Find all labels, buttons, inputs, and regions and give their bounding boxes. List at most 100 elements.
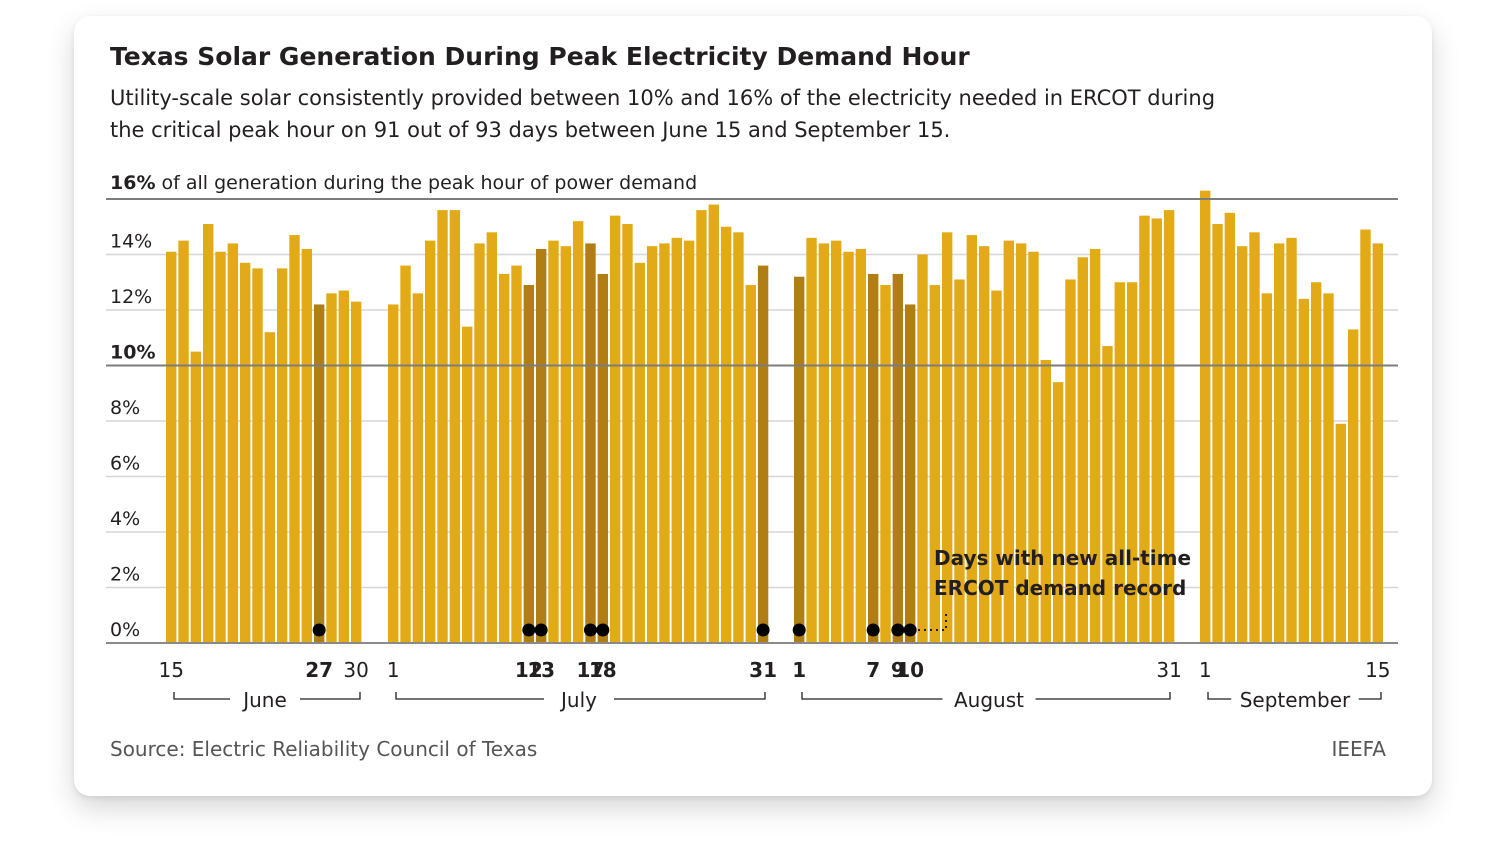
month-bracket	[801, 692, 943, 700]
bar	[1052, 382, 1064, 643]
bar	[252, 268, 263, 643]
record-dot	[866, 623, 880, 637]
record-bar	[523, 285, 535, 643]
y-tick-label: 2%	[110, 564, 140, 586]
bar	[1298, 298, 1310, 643]
month-bracket	[300, 692, 361, 700]
bars-layer	[166, 190, 1384, 644]
bar	[289, 235, 300, 643]
y-tick-label: 4%	[110, 508, 140, 530]
month-bracket	[1207, 692, 1232, 700]
chart-subtitle-line-1: Utility-scale solar consistently provide…	[110, 86, 1215, 110]
bar	[178, 240, 189, 643]
y-tick-label: 8%	[110, 397, 140, 419]
bar	[215, 251, 226, 643]
record-dot	[522, 623, 536, 637]
bar	[190, 351, 202, 643]
y-tick-label: 0%	[110, 619, 140, 641]
month-bracket	[1035, 692, 1171, 700]
x-tick-label: 15	[158, 658, 183, 682]
record-bar	[585, 243, 596, 643]
bar	[1249, 232, 1260, 644]
x-tick-label: 1	[792, 658, 806, 682]
bar	[708, 204, 719, 644]
bar	[941, 232, 953, 644]
bar	[1015, 243, 1027, 643]
bar	[954, 279, 965, 643]
bar	[1089, 248, 1101, 643]
bar	[1126, 282, 1138, 643]
record-dot	[312, 623, 326, 637]
bar	[572, 221, 584, 643]
bar	[978, 246, 990, 644]
bar	[227, 243, 239, 643]
bar	[264, 332, 276, 643]
x-tick-label: 27	[305, 658, 333, 682]
x-tick-label: 30	[343, 658, 368, 682]
x-tick-label: 1	[1199, 658, 1212, 682]
annotation-layer: Days with new all-time ERCOT demand reco…	[918, 546, 1191, 631]
bar	[634, 262, 645, 643]
record-bar	[904, 304, 916, 643]
record-bar	[794, 276, 805, 643]
record-bar	[892, 273, 904, 643]
bar	[1065, 279, 1076, 643]
bar	[388, 304, 399, 643]
bar	[1102, 346, 1113, 643]
record-dot	[583, 623, 597, 637]
bar	[830, 240, 842, 643]
bar	[412, 293, 424, 643]
bar	[301, 248, 313, 643]
bar	[1224, 212, 1236, 643]
y-tick-label: 6%	[110, 453, 140, 475]
chart-subtitle-line-2: the critical peak hour on 91 out of 93 d…	[110, 118, 950, 142]
month-bracket	[395, 692, 544, 700]
bar	[622, 223, 633, 643]
month-label: September	[1240, 688, 1351, 712]
x-tick-label: 17	[577, 658, 605, 682]
x-tick-label: 15	[1365, 658, 1390, 682]
bar	[733, 232, 744, 644]
record-dots-layer	[312, 623, 917, 637]
y-tick-label: 12%	[110, 286, 152, 308]
bar	[991, 290, 1002, 643]
x-tick-label: 7	[866, 658, 880, 682]
record-dot	[891, 623, 905, 637]
bar	[437, 210, 448, 643]
x-tick-label: 12	[515, 658, 543, 682]
bar	[1139, 215, 1150, 643]
month-bracket	[614, 692, 766, 700]
record-dot	[534, 623, 548, 637]
record-bar	[535, 248, 547, 643]
bar	[474, 243, 485, 643]
record-bar	[867, 273, 879, 643]
bar	[1028, 251, 1039, 643]
x-tick-label: 31	[1156, 658, 1181, 682]
chart-card: Texas Solar Generation During Peak Elect…	[74, 16, 1432, 796]
bar	[745, 285, 756, 643]
bar	[461, 326, 473, 643]
bar	[276, 268, 288, 643]
bar	[966, 235, 978, 643]
bar	[1003, 240, 1015, 643]
record-dot	[903, 623, 917, 637]
month-labels: June July August September	[173, 688, 1382, 712]
bar	[326, 293, 337, 643]
x-tick-label: 31	[749, 658, 777, 682]
brand-label: IEEFA	[1331, 737, 1386, 761]
bar	[1236, 246, 1248, 644]
month-label: June	[241, 688, 287, 712]
chart-title: Texas Solar Generation During Peak Elect…	[110, 42, 970, 71]
bar	[929, 285, 941, 643]
bar	[1323, 293, 1334, 643]
bar	[338, 290, 350, 643]
bar	[1372, 243, 1384, 643]
bar	[1114, 282, 1125, 643]
bar	[1310, 282, 1322, 643]
bar	[1163, 210, 1175, 643]
month-label: July	[559, 688, 597, 712]
bar	[511, 265, 522, 643]
bar	[560, 246, 572, 644]
bar	[659, 243, 670, 643]
